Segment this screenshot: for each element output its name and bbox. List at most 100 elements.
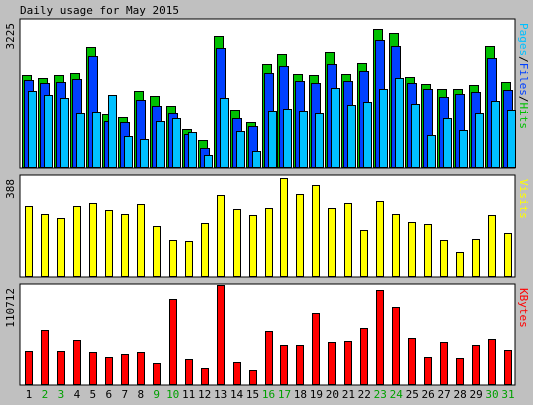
x-tick-label-day-25: 25 [406,388,419,401]
bar-visits-day-13 [217,195,225,277]
x-tick-label-day-20: 20 [326,388,339,401]
bar-pages-day-3 [60,98,69,168]
bar-visits-day-6 [105,210,113,277]
bottom-bars [25,285,512,385]
x-tick-label-day-19: 19 [310,388,323,401]
middle-series-label-part-0: Visits [517,179,530,219]
bar-pages-day-8 [140,139,149,168]
middle-bars [25,178,512,277]
bar-pages-day-28 [459,130,468,168]
x-tick-label-day-14: 14 [230,388,244,401]
bar-kbytes-day-17 [280,345,288,385]
x-tick-label-day-15: 15 [246,388,259,401]
top-series-label-part-1: / [517,56,530,63]
x-tick-label-day-31: 31 [501,388,514,401]
bar-visits-day-30 [488,215,496,277]
bar-visits-day-3 [57,218,65,277]
bar-kbytes-day-21 [344,341,352,385]
x-tick-label-day-8: 8 [137,388,144,401]
bar-kbytes-day-27 [440,342,448,385]
bar-kbytes-day-28 [456,358,464,385]
bar-pages-day-7 [124,136,133,168]
bar-pages-day-4 [76,113,85,168]
x-tick-label-day-4: 4 [74,388,81,401]
bar-kbytes-day-31 [504,350,512,385]
bar-kbytes-day-10 [169,299,177,385]
bar-kbytes-day-19 [312,313,320,385]
x-tick-label-day-27: 27 [438,388,451,401]
top-series-label: Pages/Files/Hits [517,23,530,129]
x-tick-label-day-17: 17 [278,388,291,401]
top-bars [22,29,516,168]
bar-pages-day-27 [443,118,452,168]
bottom-series-label-part-0: KBytes [517,288,530,328]
bar-visits-day-22 [360,230,368,277]
x-tick-label-day-21: 21 [342,388,355,401]
bar-pages-day-15 [252,151,261,168]
bar-visits-day-21 [344,203,352,277]
bar-pages-day-14 [236,131,245,168]
bottom-ymax-label: 110712 [4,288,17,328]
bar-pages-day-24 [395,78,404,168]
top-series-label-part-2: Files [517,63,530,96]
bar-pages-day-29 [475,113,484,168]
bar-kbytes-day-13 [217,285,225,385]
x-tick-label-day-13: 13 [214,388,227,401]
bar-pages-day-12 [204,155,213,168]
x-tick-label-day-3: 3 [58,388,65,401]
bar-kbytes-day-4 [73,340,81,385]
bar-kbytes-day-8 [137,352,145,385]
bar-visits-day-7 [121,214,129,277]
x-tick-label-day-1: 1 [26,388,33,401]
bar-pages-day-13 [220,98,229,168]
bar-visits-day-8 [137,204,145,277]
bar-visits-day-11 [185,241,193,277]
x-tick-label-day-16: 16 [262,388,275,401]
x-tick-label-day-26: 26 [422,388,435,401]
chart-title: Daily usage for May 2015 [20,4,179,17]
middle-panel: 388 Visits [4,174,530,278]
bar-visits-day-18 [296,194,304,277]
x-tick-label-day-18: 18 [294,388,307,401]
top-series-label-part-0: Pages [517,23,530,56]
bar-visits-day-9 [153,226,161,277]
bar-kbytes-day-3 [57,351,65,385]
bar-visits-day-27 [440,240,448,277]
bar-visits-day-2 [41,214,49,277]
bar-kbytes-day-22 [360,328,368,385]
bar-pages-day-20 [331,88,340,168]
bar-visits-day-28 [456,252,464,277]
bar-visits-day-24 [392,214,400,277]
bar-kbytes-day-6 [105,357,113,385]
bar-visits-day-31 [504,233,512,277]
bar-visits-day-16 [265,208,273,277]
bar-kbytes-day-5 [89,352,97,385]
top-panel: 3225 Pages/Files/Hits [4,18,530,169]
top-series-label-part-4: Hits [517,103,530,130]
x-tick-label-day-9: 9 [153,388,160,401]
bar-pages-day-30 [491,101,500,168]
bar-pages-day-5 [92,112,101,168]
bar-visits-day-5 [89,203,97,277]
x-tick-label-day-7: 7 [121,388,128,401]
x-tick-label-day-10: 10 [166,388,179,401]
bar-pages-day-2 [44,95,53,168]
bar-kbytes-day-24 [392,307,400,385]
x-tick-label-day-6: 6 [106,388,113,401]
bar-visits-day-26 [424,224,432,277]
bar-kbytes-day-25 [408,338,416,385]
x-tick-label-day-11: 11 [182,388,195,401]
bar-kbytes-day-14 [233,362,241,385]
x-tick-label-day-28: 28 [453,388,466,401]
bar-kbytes-day-1 [25,351,33,385]
bar-kbytes-day-15 [249,370,257,385]
bar-pages-day-17 [283,109,292,168]
bottom-series-label: KBytes [517,288,530,328]
bar-pages-day-1 [28,91,37,168]
bar-kbytes-day-26 [424,357,432,385]
bar-visits-day-10 [169,240,177,277]
bar-kbytes-day-11 [185,359,193,385]
